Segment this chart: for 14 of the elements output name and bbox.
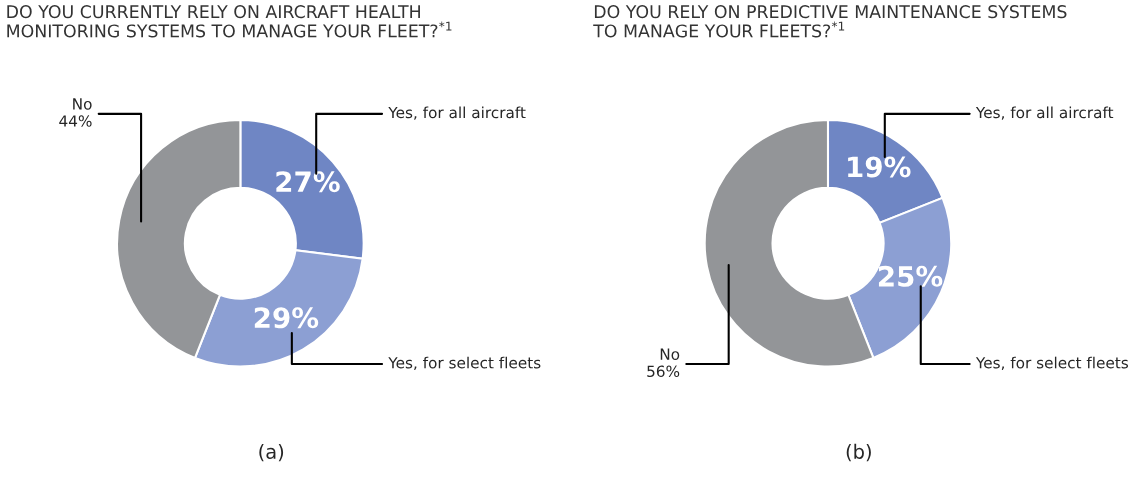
slice-label: No 56% bbox=[647, 348, 680, 378]
text: (b) bbox=[846, 443, 871, 462]
slice-label: Yes, for select fleets bbox=[388, 356, 541, 371]
data-label: 19% bbox=[848, 156, 911, 178]
slice-label: Yes, for all aircraft bbox=[975, 106, 1114, 120]
slice-label: Yes, for all aircraft bbox=[388, 106, 526, 120]
data-label: 27% bbox=[276, 171, 340, 193]
data-label: 25% bbox=[878, 265, 943, 287]
text: (a) bbox=[259, 443, 284, 462]
chart-title: DO YOU RELY ON PREDICTIVE MAINTENANCE SYSTEMS TO MANAGE YOUR FLEETS?$^{*1}$ bbox=[593, 5, 1067, 38]
slice-label: No 44% bbox=[59, 98, 92, 127]
slice-label: Yes, for select fleets bbox=[975, 356, 1129, 371]
data-label: 29% bbox=[254, 307, 319, 329]
chart-title: DO YOU CURRENTLY RELY ON AIRCRAFT HEALTH MONITORING SYSTEMS TO MANAGE YOUR FLEET?$^{*1}$ bbox=[7, 5, 452, 38]
